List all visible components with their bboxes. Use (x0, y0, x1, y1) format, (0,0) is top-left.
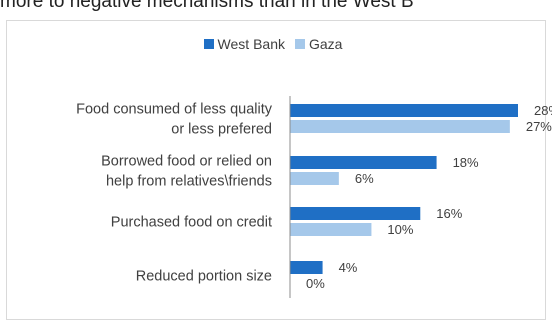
data-label: 18% (453, 155, 479, 170)
category-label: help from relatives\friends (106, 174, 272, 190)
data-label: 28% (534, 103, 552, 118)
legend-item-west-bank: West Bank (203, 36, 285, 52)
bar-gaza (290, 223, 372, 236)
bar-gaza (290, 120, 510, 133)
legend-label-west-bank: West Bank (217, 36, 285, 52)
bar-west-bank (290, 261, 323, 274)
top-caption: more to negative mechanisms than in the … (0, 0, 414, 12)
category-label: Reduced portion size (136, 269, 272, 285)
legend-item-gaza: Gaza (294, 36, 343, 52)
data-label: 27% (526, 119, 552, 134)
category-label: or less prefered (171, 122, 272, 138)
legend-swatch-west-bank (203, 39, 214, 49)
data-label: 16% (436, 206, 462, 221)
data-label: 4% (339, 260, 358, 275)
chart-legend: West Bank Gaza (0, 36, 546, 52)
category-label: Purchased food on credit (111, 215, 272, 231)
category-label: Borrowed food or relied on (101, 154, 272, 170)
legend-label-gaza: Gaza (308, 36, 343, 52)
data-label: 0% (306, 276, 325, 291)
data-label: 10% (387, 222, 413, 237)
legend-swatch-gaza (294, 39, 305, 49)
bar-gaza (290, 172, 339, 185)
chart-frame (6, 20, 546, 320)
bar-west-bank (290, 207, 421, 220)
category-label: Food consumed of less quality (76, 102, 273, 118)
bar-west-bank (290, 104, 518, 117)
bar-west-bank (290, 156, 437, 169)
data-label: 6% (355, 171, 374, 186)
